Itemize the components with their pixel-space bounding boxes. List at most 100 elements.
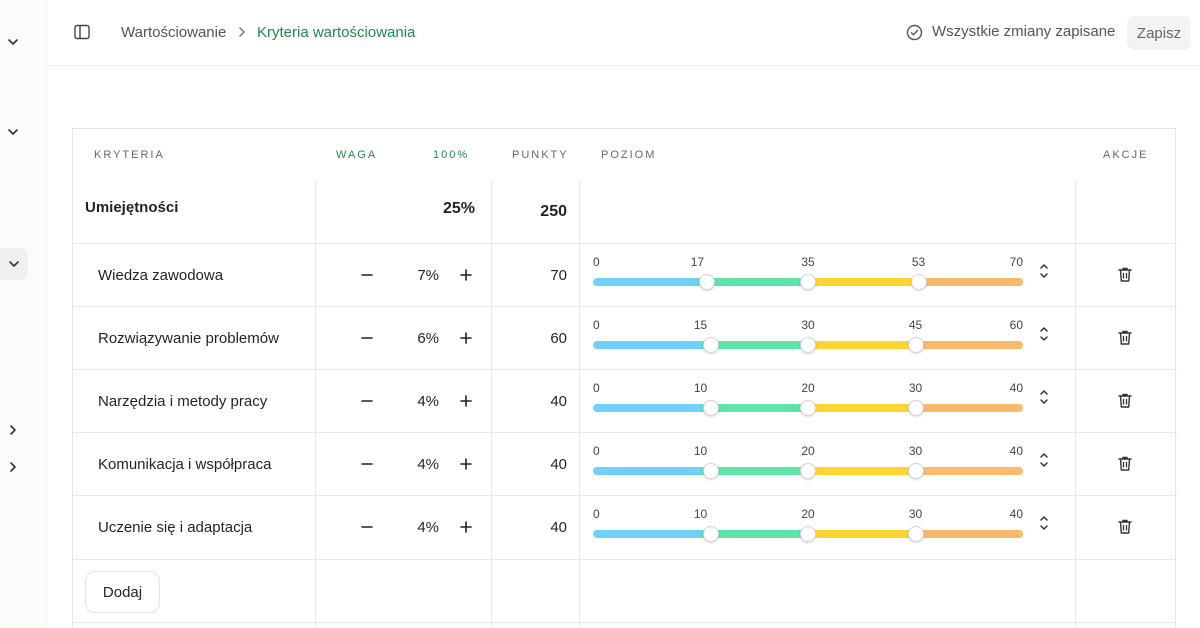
level-slider-thumb[interactable] bbox=[907, 400, 924, 416]
chevron-down-icon[interactable] bbox=[2, 31, 24, 53]
level-slider-thumb[interactable] bbox=[702, 337, 719, 353]
trash-icon[interactable] bbox=[1116, 454, 1134, 472]
minus-icon[interactable] bbox=[357, 265, 377, 285]
level-tick-label: 70 bbox=[1009, 255, 1023, 269]
trash-icon[interactable] bbox=[1116, 265, 1134, 283]
row-divider bbox=[73, 432, 1177, 433]
level-tick-label: 0 bbox=[593, 444, 600, 458]
criterion-name: Wiedza zawodowa bbox=[98, 266, 224, 284]
column-divider bbox=[1075, 180, 1076, 628]
plus-icon[interactable] bbox=[456, 517, 476, 537]
level-slider-thumb[interactable] bbox=[800, 463, 816, 479]
level-tick-label: 40 bbox=[1009, 507, 1023, 521]
level-segment bbox=[593, 530, 701, 538]
level-slider-thumb[interactable] bbox=[800, 337, 816, 353]
chevron-up-down-icon[interactable] bbox=[1036, 513, 1052, 533]
level-segment bbox=[808, 530, 916, 538]
level-segment bbox=[697, 278, 808, 286]
trash-icon[interactable] bbox=[1116, 517, 1134, 535]
level-segment bbox=[593, 467, 701, 475]
level-segment bbox=[700, 530, 808, 538]
chevron-down-icon[interactable] bbox=[0, 248, 28, 280]
criterion-points: 60 bbox=[550, 329, 567, 347]
plus-icon[interactable] bbox=[456, 265, 476, 285]
chevron-down-icon[interactable] bbox=[2, 121, 24, 143]
level-slider-thumb[interactable] bbox=[800, 400, 816, 416]
row-divider bbox=[73, 306, 1177, 307]
minus-icon[interactable] bbox=[357, 517, 377, 537]
level-tick-label: 0 bbox=[593, 318, 600, 332]
level-tick-label: 20 bbox=[801, 507, 815, 521]
table-row: Wiedza zawodowa 7% 70 0 17 35 53 70 bbox=[73, 243, 1177, 306]
minus-icon[interactable] bbox=[357, 328, 377, 348]
column-divider bbox=[491, 180, 492, 628]
header-points: PUNKTY bbox=[512, 149, 569, 161]
trash-icon[interactable] bbox=[1116, 328, 1134, 346]
criteria-table: KRYTERIA WAGA 100% PUNKTY POZIOM AKCJE U… bbox=[72, 128, 1177, 628]
criterion-weight: 4% bbox=[417, 455, 439, 473]
level-tick-label: 0 bbox=[593, 255, 600, 269]
header-level: POZIOM bbox=[601, 149, 657, 161]
level-slider[interactable]: 0 15 30 45 60 bbox=[593, 306, 1023, 356]
chevron-right-icon[interactable] bbox=[2, 419, 24, 441]
header-weight-total: 100% bbox=[433, 149, 470, 161]
level-segment bbox=[915, 467, 1023, 475]
chevron-right-icon[interactable] bbox=[2, 456, 24, 478]
header-weight: WAGA bbox=[336, 149, 378, 161]
level-segment bbox=[593, 404, 701, 412]
plus-icon[interactable] bbox=[456, 328, 476, 348]
save-button[interactable]: Zapisz bbox=[1127, 16, 1191, 50]
level-tick-label: 53 bbox=[911, 255, 926, 269]
level-tick-label: 0 bbox=[593, 507, 600, 521]
add-criterion-button[interactable]: Dodaj bbox=[85, 571, 160, 613]
chevron-up-down-icon[interactable] bbox=[1036, 261, 1052, 281]
level-segment bbox=[807, 278, 919, 286]
level-tick-label: 0 bbox=[593, 381, 600, 395]
minus-icon[interactable] bbox=[357, 391, 377, 411]
breadcrumb-separator-icon bbox=[237, 25, 249, 45]
level-slider-thumb[interactable] bbox=[702, 400, 719, 416]
main-panel: Wartościowanie Kryteria wartościowania W… bbox=[46, 0, 1200, 628]
chevron-up-down-icon[interactable] bbox=[1036, 324, 1052, 344]
chevron-up-down-icon[interactable] bbox=[1036, 387, 1052, 407]
criterion-points: 40 bbox=[550, 518, 567, 536]
level-slider-thumb[interactable] bbox=[907, 463, 924, 479]
level-slider-thumb[interactable] bbox=[699, 274, 716, 290]
table-row: Rozwiązywanie problemów 6% 60 0 15 30 45 60 bbox=[73, 306, 1177, 369]
chevron-up-down-icon[interactable] bbox=[1036, 450, 1052, 470]
level-tick-label: 45 bbox=[908, 318, 923, 332]
level-tick-label: 30 bbox=[908, 444, 923, 458]
minus-icon[interactable] bbox=[357, 454, 377, 474]
level-slider-thumb[interactable] bbox=[910, 274, 927, 290]
level-tick-label: 30 bbox=[908, 507, 923, 521]
trash-icon[interactable] bbox=[1116, 391, 1134, 409]
sidebar-toggle-icon[interactable] bbox=[73, 23, 91, 41]
level-tick-label: 15 bbox=[693, 318, 708, 332]
level-slider[interactable]: 0 10 20 30 40 bbox=[593, 495, 1023, 545]
plus-icon[interactable] bbox=[456, 454, 476, 474]
level-segment bbox=[593, 341, 701, 349]
breadcrumb-parent[interactable]: Wartościowanie bbox=[121, 24, 227, 41]
level-slider[interactable]: 0 17 35 53 70 bbox=[593, 243, 1023, 293]
row-divider bbox=[73, 369, 1177, 370]
level-slider-thumb[interactable] bbox=[907, 526, 924, 542]
level-slider-thumb[interactable] bbox=[800, 526, 816, 542]
table-row: Narzędzia i metody pracy 4% 40 0 10 20 30 40 bbox=[73, 369, 1177, 432]
row-divider bbox=[73, 243, 1175, 244]
table-row: Komunikacja i współpraca 4% 40 0 10 20 30 40 bbox=[73, 432, 1177, 495]
plus-icon[interactable] bbox=[456, 391, 476, 411]
level-slider-thumb[interactable] bbox=[800, 274, 816, 290]
breadcrumb-current: Kryteria wartościowania bbox=[257, 24, 416, 41]
level-track bbox=[593, 278, 1023, 286]
level-slider-thumb[interactable] bbox=[702, 526, 719, 542]
level-slider-thumb[interactable] bbox=[907, 337, 924, 353]
row-divider bbox=[73, 622, 1175, 623]
criterion-name: Narzędzia i metody pracy bbox=[98, 392, 268, 410]
table-row: Uczenie się i adaptacja 4% 40 0 10 20 30 40 bbox=[73, 495, 1177, 558]
level-slider[interactable]: 0 10 20 30 40 bbox=[593, 432, 1023, 482]
check-circle-icon bbox=[906, 24, 923, 41]
level-tick-label: 40 bbox=[1009, 381, 1023, 395]
level-segment bbox=[918, 278, 1023, 286]
level-slider-thumb[interactable] bbox=[702, 463, 719, 479]
level-slider[interactable]: 0 10 20 30 40 bbox=[593, 369, 1023, 419]
